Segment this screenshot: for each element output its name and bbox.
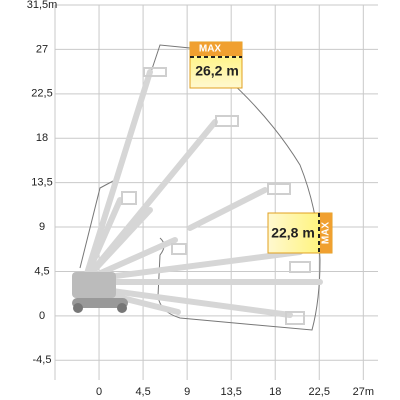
callout-text: 26,2 m: [195, 63, 239, 79]
callout-tag: MAX: [199, 44, 222, 55]
x-tick-label: 4,5: [135, 386, 150, 398]
machine: [72, 272, 128, 313]
callout-max-reach: MAX 22,8 m: [267, 212, 333, 254]
y-tick-label: 4,5: [34, 265, 49, 277]
x-tick-label: 22,5: [309, 386, 330, 398]
callout-text: 22,8 m: [271, 225, 315, 241]
y-tick-label: 0: [39, 310, 45, 322]
x-tick-label: 13,5: [220, 386, 241, 398]
y-tick-label: 31,5m: [27, 0, 58, 11]
y-tick-label: 22,5: [31, 88, 52, 100]
y-tick-label: -4,5: [33, 354, 52, 366]
booms: [79, 44, 323, 331]
callout-max-height: MAX 26,2 m: [189, 41, 243, 89]
x-tick-label: 27m: [353, 386, 374, 398]
y-tick-label: 9: [39, 221, 45, 233]
x-tick-label: 0: [96, 386, 102, 398]
y-tick-label: 18: [36, 132, 48, 144]
x-tick-label: 9: [184, 386, 190, 398]
callout-tag: MAX: [321, 222, 332, 245]
y-tick-label: 27: [36, 43, 48, 55]
y-tick-label: 13,5: [31, 177, 52, 189]
x-tick-label: 18: [269, 386, 281, 398]
